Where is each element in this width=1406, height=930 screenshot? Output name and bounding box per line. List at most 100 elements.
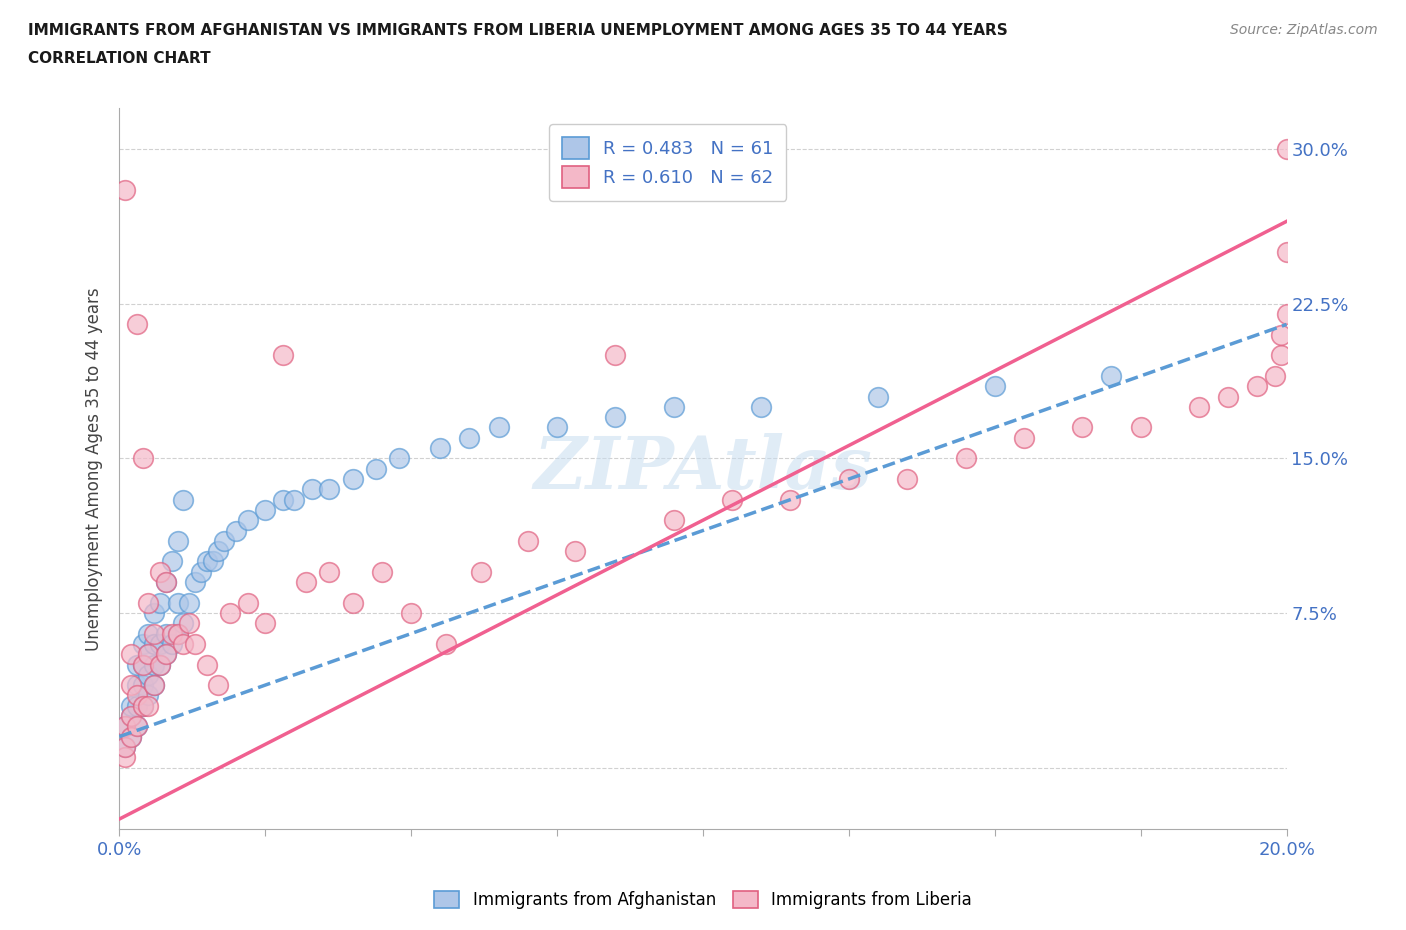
Point (179, 616, 201, 631)
Point (1129, 420, 1152, 435)
Point (160, 636, 183, 651)
Point (605, 348, 627, 363)
Point (155, 646, 177, 661)
Legend: R = 0.483   N = 61, R = 0.610   N = 62: R = 0.483 N = 61, R = 0.610 N = 62 (550, 125, 786, 201)
Point (166, 595, 188, 610)
Point (1275, 307, 1298, 322)
Point (721, 492, 744, 507)
Point (371, 565, 394, 579)
Point (125, 678, 148, 693)
Point (236, 595, 259, 610)
Point (120, 646, 142, 661)
Text: Source: ZipAtlas.com: Source: ZipAtlas.com (1230, 23, 1378, 37)
Point (201, 554, 224, 569)
Point (166, 626, 188, 641)
Point (434, 636, 457, 651)
Point (125, 658, 148, 672)
Point (1218, 389, 1240, 404)
Text: CORRELATION CHART: CORRELATION CHART (28, 51, 211, 66)
Point (564, 544, 586, 559)
Point (866, 389, 889, 404)
Point (254, 502, 277, 517)
Text: IMMIGRANTS FROM AFGHANISTAN VS IMMIGRANTS FROM LIBERIA UNEMPLOYMENT AMONG AGES 3: IMMIGRANTS FROM AFGHANISTAN VS IMMIGRANT… (28, 23, 1008, 38)
Point (125, 688, 148, 703)
Point (301, 482, 323, 497)
Point (131, 678, 153, 693)
Point (1275, 141, 1298, 156)
Point (149, 565, 172, 579)
Point (131, 698, 153, 713)
Point (120, 729, 142, 744)
Point (172, 616, 194, 631)
Point (219, 605, 242, 620)
Point (388, 451, 411, 466)
Point (399, 605, 422, 620)
Point (149, 658, 172, 672)
Point (155, 626, 177, 641)
Point (172, 492, 194, 507)
Point (160, 554, 183, 569)
Point (195, 554, 218, 569)
Point (364, 461, 387, 476)
Point (114, 719, 136, 734)
Point (295, 575, 318, 590)
Point (207, 544, 229, 559)
Point (1264, 368, 1286, 383)
Point (172, 636, 194, 651)
Point (214, 534, 236, 549)
Point (131, 658, 153, 672)
Point (1246, 379, 1268, 393)
Point (120, 678, 142, 693)
Point (896, 472, 918, 486)
Point (131, 636, 153, 651)
Point (779, 492, 801, 507)
Point (318, 565, 340, 579)
Point (138, 698, 160, 713)
Point (155, 575, 177, 590)
Point (125, 719, 148, 734)
Point (342, 472, 364, 486)
Point (662, 399, 685, 414)
Point (470, 565, 492, 579)
Point (149, 636, 172, 651)
Text: ZIPAtlas: ZIPAtlas (533, 433, 872, 504)
Point (138, 646, 160, 661)
Point (1270, 348, 1292, 363)
Point (155, 575, 177, 590)
Point (138, 646, 160, 661)
Point (125, 698, 148, 713)
Point (114, 750, 136, 764)
Point (179, 595, 201, 610)
Point (131, 451, 153, 466)
Point (225, 523, 247, 538)
Point (138, 668, 160, 683)
Point (125, 317, 148, 332)
Point (1071, 420, 1094, 435)
Point (120, 709, 142, 724)
Point (131, 698, 153, 713)
Point (120, 729, 142, 744)
Point (546, 420, 568, 435)
Point (236, 512, 259, 527)
Point (458, 431, 481, 445)
Point (184, 636, 207, 651)
Point (184, 575, 207, 590)
Point (342, 595, 364, 610)
Point (149, 595, 172, 610)
Point (749, 399, 772, 414)
Point (155, 646, 177, 661)
Point (138, 595, 160, 610)
Point (138, 626, 160, 641)
Point (605, 410, 627, 425)
Point (254, 616, 277, 631)
Point (143, 636, 166, 651)
Point (131, 658, 153, 672)
Point (984, 379, 1007, 393)
Y-axis label: Unemployment Among Ages 35 to 44 years: Unemployment Among Ages 35 to 44 years (86, 286, 103, 650)
Point (271, 492, 294, 507)
Point (488, 420, 510, 435)
Point (166, 626, 188, 641)
Point (271, 348, 294, 363)
Point (1012, 431, 1035, 445)
Point (120, 698, 142, 713)
